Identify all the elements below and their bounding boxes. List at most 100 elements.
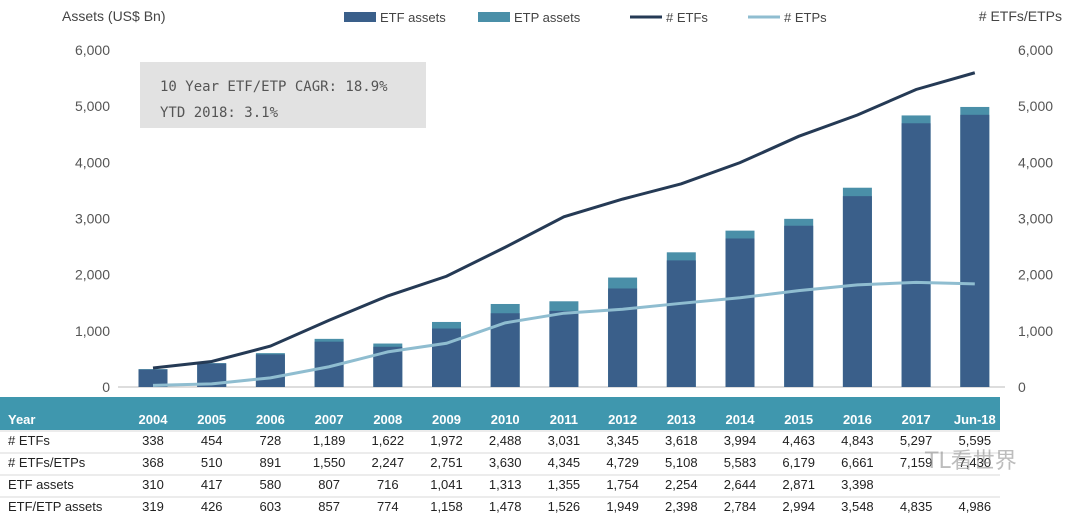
legend-label: # ETPs [784, 10, 827, 25]
table-cell: 4,843 [841, 433, 874, 448]
table-cell: 2,254 [665, 477, 698, 492]
table-cell: 2,398 [665, 499, 698, 514]
left-tick-label: 1,000 [75, 323, 110, 339]
series-lines [152, 71, 976, 387]
table-cell: 857 [318, 499, 340, 514]
etf-bar [549, 310, 579, 387]
table-cell: 6,179 [782, 455, 815, 470]
table-header-strip [0, 397, 1000, 407]
table-cell: 580 [260, 477, 282, 492]
table-cell: 1,478 [489, 499, 522, 514]
table-year-cell: 2014 [726, 412, 756, 427]
table-cell: 1,526 [548, 499, 581, 514]
left-tick-label: 0 [102, 379, 110, 395]
annotation-ytd: YTD 2018: 3.1% [160, 105, 279, 121]
left-tick-label: 6,000 [75, 42, 110, 58]
etfs-line [152, 71, 976, 370]
table-header-year: Year [8, 412, 35, 427]
table-year-cell: 2013 [667, 412, 696, 427]
etf-bar [901, 123, 931, 388]
right-tick-label: 5,000 [1018, 98, 1053, 114]
table-year-cell: 2006 [256, 412, 285, 427]
bars [138, 106, 990, 388]
legend-label: # ETFs [666, 10, 708, 25]
table-cell: 1,972 [430, 433, 463, 448]
etf-bar [255, 354, 285, 387]
left-tick-label: 3,000 [75, 211, 110, 227]
legend-label: ETF assets [380, 10, 446, 25]
right-axis-title: # ETFs/ETPs [979, 8, 1062, 24]
table-cell: 728 [260, 433, 282, 448]
table-year-cell: 2016 [843, 412, 872, 427]
table-cell: 716 [377, 477, 399, 492]
table-year-cell: 2017 [902, 412, 931, 427]
table-cell: 4,729 [606, 455, 639, 470]
table-cell: 3,398 [841, 477, 874, 492]
table-header-bar [0, 407, 1000, 430]
table-cell: 2,247 [372, 455, 405, 470]
table-cell: 3,630 [489, 455, 522, 470]
data-table: 2004 2005 2006 2007 2008 2009 2010 2011 2012 2013… [0, 412, 1000, 514]
table-row-label: ETF assets [8, 477, 74, 492]
table-cell: 510 [201, 455, 223, 470]
table-cell: 5,583 [724, 455, 757, 470]
table-cell: 2,488 [489, 433, 522, 448]
table-cell: 368 [142, 455, 164, 470]
annotation-box [140, 62, 426, 128]
table-cell: 319 [142, 499, 164, 514]
etf-bar [960, 114, 990, 387]
table-year-cell: 2005 [197, 412, 226, 427]
etf-bar [842, 196, 872, 387]
table-cell: 1,622 [372, 433, 405, 448]
table-cell: 1,313 [489, 477, 522, 492]
table-cell: 1,189 [313, 433, 346, 448]
table-cell: 3,994 [724, 433, 757, 448]
legend-swatch-bar [344, 12, 376, 22]
table-year-cell: 2011 [550, 412, 578, 427]
table-cell: 3,345 [606, 433, 639, 448]
table-cell: 4,345 [548, 455, 581, 470]
table-year-cell: 2007 [315, 412, 344, 427]
table-cell: 603 [260, 499, 282, 514]
annotation-cagr: 10 Year ETF/ETP CAGR: 18.9% [160, 79, 388, 95]
table-cell: 338 [142, 433, 164, 448]
etps-line [152, 280, 975, 387]
table-year-cell: 2008 [373, 412, 402, 427]
table-cell: 4,986 [959, 499, 992, 514]
table-row-label: # ETFs [8, 433, 50, 448]
etf-bar [432, 328, 461, 387]
table-row-label: # ETFs/ETPs [8, 455, 86, 470]
table-cell: 3,031 [548, 433, 581, 448]
table-year-cell: 2010 [491, 412, 520, 427]
left-tick-label: 4,000 [75, 154, 110, 170]
right-tick-label: 1,000 [1018, 323, 1053, 339]
table-cell: 807 [318, 477, 340, 492]
table-year-cell: Jun-18 [954, 412, 996, 427]
table-cell: 1,158 [430, 499, 463, 514]
table-cell: 7,159 [900, 455, 933, 470]
etf-bar [666, 260, 696, 387]
legend: ETF assets ETP assets # ETFs # ETPs [344, 10, 827, 25]
etf-bar [784, 225, 814, 387]
table-cell: 3,548 [841, 499, 874, 514]
table-cell: 426 [201, 499, 223, 514]
table-cell: 1,355 [548, 477, 581, 492]
etf-bar [608, 288, 638, 387]
table-cell: 5,595 [959, 433, 992, 448]
table-cell: 5,297 [900, 433, 933, 448]
right-tick-label: 4,000 [1018, 154, 1053, 170]
watermark: TL看世界 [924, 449, 1017, 474]
right-tick-label: 6,000 [1018, 42, 1053, 58]
table-cell: 2,871 [782, 477, 815, 492]
legend-swatch-bar [478, 12, 510, 22]
left-tick-label: 2,000 [75, 267, 110, 283]
left-tick-label: 5,000 [75, 98, 110, 114]
right-tick-label: 3,000 [1018, 211, 1053, 227]
table-cell: 417 [201, 477, 223, 492]
table-cell: 774 [377, 499, 399, 514]
table-cell: 2,994 [782, 499, 815, 514]
table-cell: 3,618 [665, 433, 698, 448]
table-cell: 2,751 [430, 455, 463, 470]
table-cell: 7,430 [959, 455, 992, 470]
etf-bar [725, 238, 755, 387]
